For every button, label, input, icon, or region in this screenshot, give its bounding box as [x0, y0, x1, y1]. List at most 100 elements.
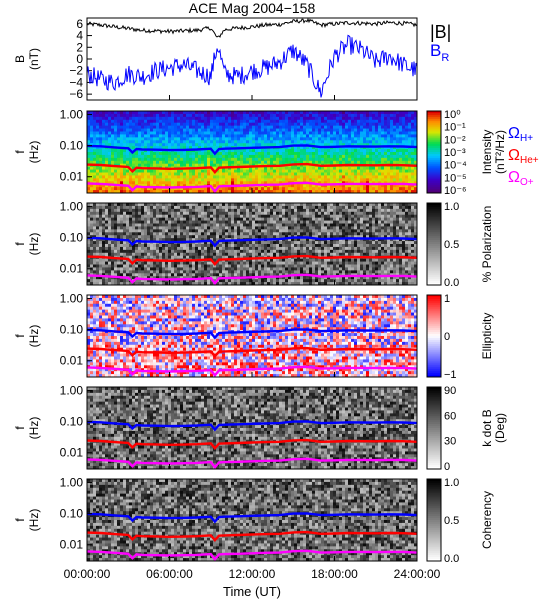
heatmap-cell [231, 217, 235, 221]
heatmap-cell [189, 232, 193, 236]
heatmap-cell [192, 273, 196, 277]
heatmap-cell [93, 178, 97, 182]
figure-title: ACE Mag 2004−158 [189, 0, 316, 16]
heatmap-cell [198, 255, 202, 260]
heatmap-cell [171, 128, 175, 132]
heatmap-cell [183, 279, 187, 283]
heatmap-cell [108, 178, 112, 182]
heatmap-cell [324, 172, 328, 176]
heatmap-cell [306, 184, 310, 188]
heatmap-cell [387, 137, 391, 141]
heatmap-cell [171, 252, 175, 257]
heatmap-cell [321, 178, 325, 182]
heatmap-cell [189, 160, 193, 165]
heatmap-cell [150, 128, 154, 132]
heatmap-cell [402, 178, 406, 182]
heatmap-cell [114, 220, 118, 224]
heatmap-cell [408, 140, 412, 144]
heatmap-cell [408, 137, 412, 141]
heatmap-cell [201, 172, 205, 176]
heatmap-cell [312, 157, 316, 162]
heatmap-cell [279, 241, 283, 245]
heatmap-cell [267, 160, 271, 165]
heatmap-cell [174, 119, 178, 124]
heatmap-cell [312, 125, 316, 129]
heatmap-cell [153, 187, 157, 191]
colorbar-swatch [427, 135, 441, 139]
heatmap-cell [234, 241, 238, 245]
heatmap-cell [129, 220, 133, 224]
heatmap-cell [255, 113, 259, 118]
heatmap-cell [204, 128, 208, 132]
heatmap-cell [414, 137, 418, 141]
heatmap-cell [177, 140, 181, 144]
heatmap-cell [141, 125, 145, 129]
heatmap-cell [210, 116, 214, 121]
heatmap-cell [243, 223, 247, 227]
heatmap-cell [303, 137, 307, 141]
heatmap-cell [348, 113, 352, 118]
heatmap-cell [195, 226, 199, 230]
heatmap-cell [192, 214, 196, 219]
heatmap-cell [396, 152, 400, 156]
heatmap-cell [132, 208, 136, 213]
heatmap-cell [135, 249, 139, 254]
heatmap-cell [87, 282, 91, 286]
heatmap-cell [222, 261, 226, 265]
heatmap-cell [141, 220, 145, 224]
heatmap-cell [195, 140, 199, 144]
heatmap-cell [192, 255, 196, 260]
heatmap-cell [162, 160, 166, 165]
heatmap-cell [267, 258, 271, 262]
heatmap-cell [108, 282, 112, 286]
heatmap-cell [249, 113, 253, 118]
heatmap-cell [153, 137, 157, 141]
heatmap-cell [108, 169, 112, 173]
heatmap-cell [396, 140, 400, 144]
heatmap-cell [402, 152, 406, 156]
heatmap-cell [192, 169, 196, 173]
heatmap-cell [357, 111, 361, 115]
heatmap-cell [99, 116, 103, 121]
heatmap-cell [321, 143, 325, 147]
heatmap-cell [156, 154, 160, 159]
heatmap-cell [198, 223, 202, 227]
heatmap-cell [279, 131, 283, 135]
heatmap-cell [180, 235, 184, 239]
heatmap-cell [153, 203, 157, 207]
heatmap-cell [96, 122, 100, 127]
heatmap-cell [243, 157, 247, 162]
heatmap-cell [270, 223, 274, 227]
heatmap-cell [315, 178, 319, 182]
heatmap-cell [114, 214, 118, 219]
heatmap-cell [300, 125, 304, 129]
heatmap-cell [255, 131, 259, 135]
colorbar-swatch [427, 143, 441, 147]
colorbar-swatch [427, 113, 441, 116]
heatmap-cell [195, 252, 199, 257]
heatmap-cell [228, 187, 232, 191]
heatmap-cell [303, 160, 307, 165]
heatmap-cell [180, 113, 184, 118]
heatmap-cell [108, 187, 112, 191]
heatmap-cell [279, 149, 283, 153]
heatmap-cell [255, 187, 259, 191]
heatmap-cell [177, 226, 181, 230]
colorbar-swatch [427, 178, 441, 182]
heatmap-cell [174, 279, 178, 283]
heatmap-cell [159, 169, 163, 173]
heatmap-cell [255, 122, 259, 127]
heatmap-cell [144, 187, 148, 191]
heatmap-cell [90, 229, 94, 233]
heatmap-cell [204, 220, 208, 224]
heatmap-cell [192, 261, 196, 265]
heatmap-cell [138, 205, 142, 210]
heatmap-cell [93, 238, 97, 242]
heatmap-cell [165, 226, 169, 230]
heatmap-cell [240, 226, 244, 230]
heatmap-cell [198, 267, 202, 271]
heatmap-cell [216, 169, 220, 173]
heatmap-cell [402, 169, 406, 173]
heatmap-cell [282, 217, 286, 221]
heatmap-cell [96, 154, 100, 159]
